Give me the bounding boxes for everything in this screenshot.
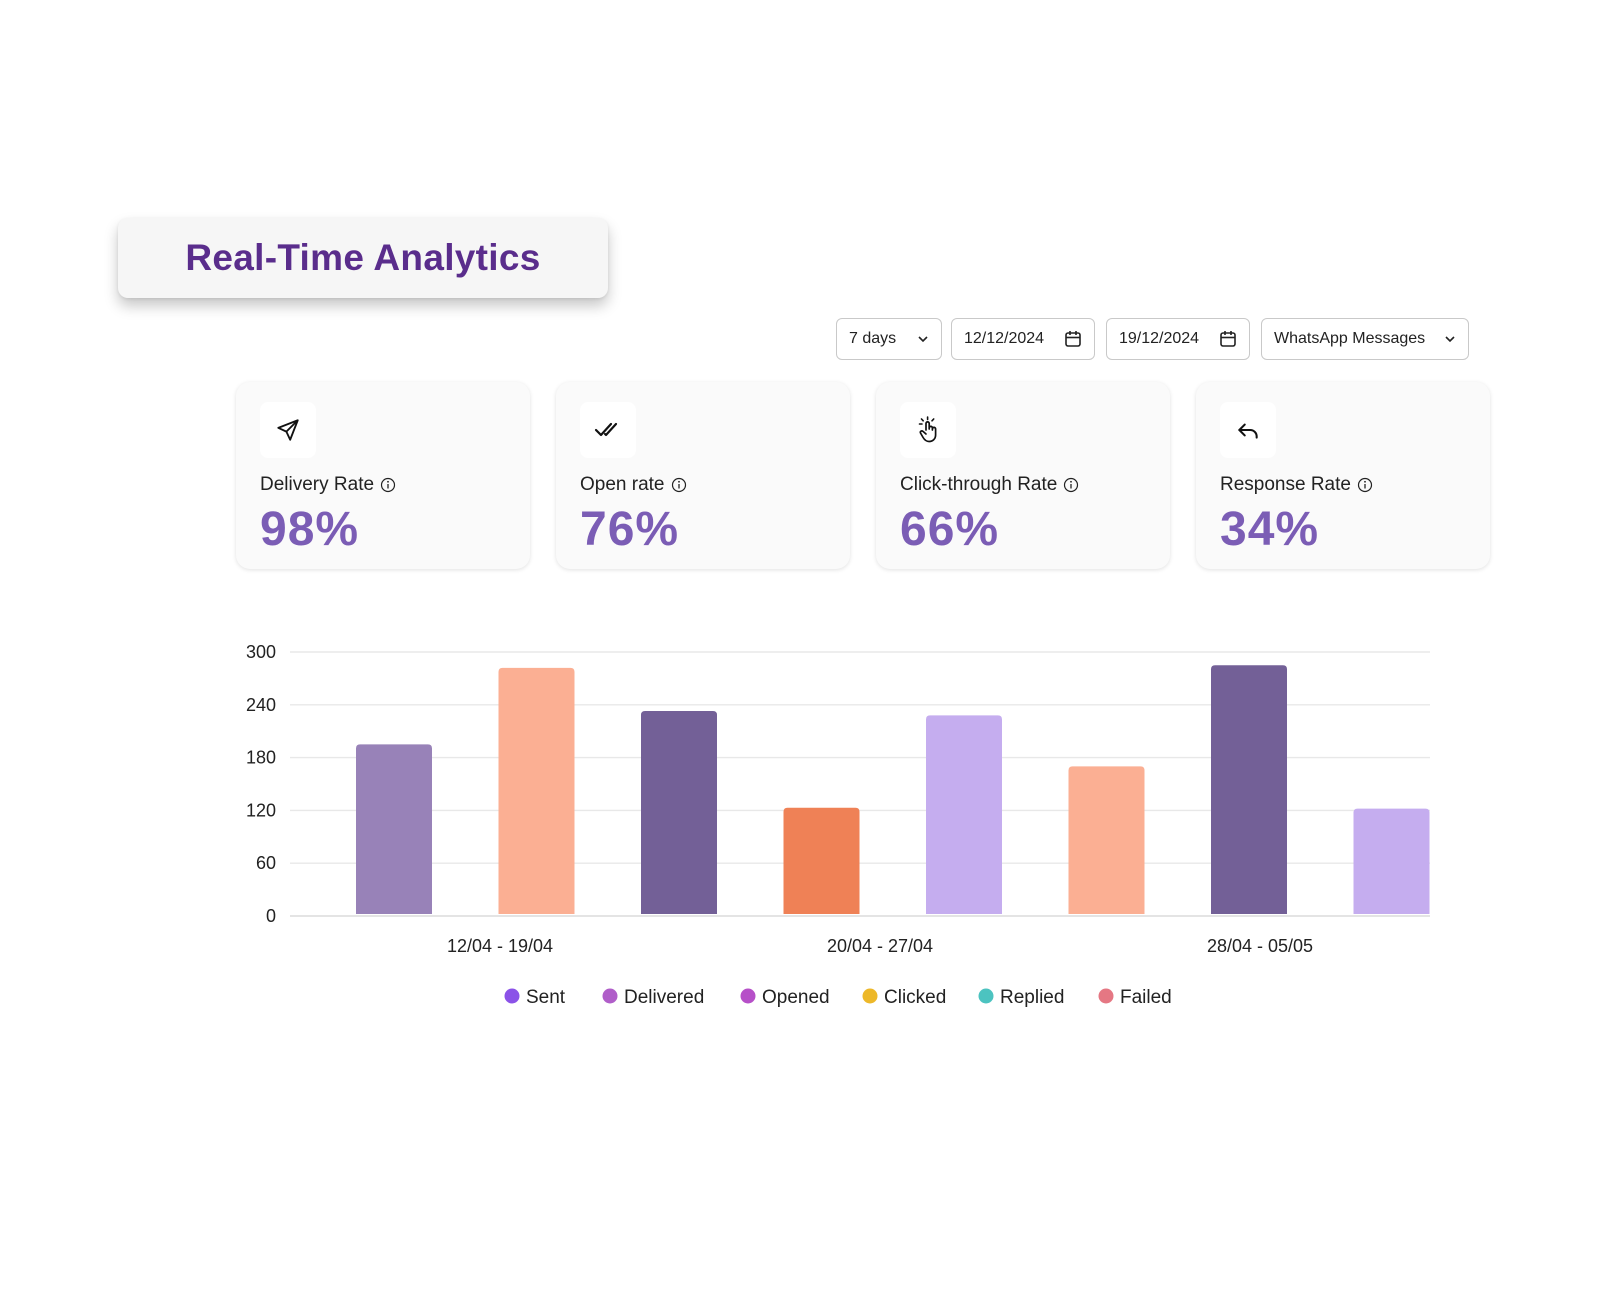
- start-date-value: 12/12/2024: [964, 330, 1045, 347]
- x-category-label: 20/04 - 27/04: [827, 936, 933, 956]
- y-tick-label: 60: [256, 853, 276, 873]
- metric-label-text: Open rate: [580, 474, 665, 495]
- legend-label: Failed: [1120, 987, 1172, 1008]
- title-card: Real-Time Analytics: [118, 218, 608, 298]
- metric-card-delivery-rate: Delivery Rate 98%: [236, 382, 530, 569]
- channel-select[interactable]: WhatsApp Messages: [1261, 318, 1469, 360]
- channel-select-value: WhatsApp Messages: [1274, 330, 1426, 347]
- range-select-value: 7 days: [849, 330, 897, 347]
- metric-icon-box: [900, 402, 956, 458]
- metric-value: 66%: [900, 503, 1000, 556]
- metric-icon-box: [1220, 402, 1276, 458]
- range-select[interactable]: 7 days: [836, 318, 942, 360]
- legend-dot: [862, 988, 878, 1004]
- legend-label: Clicked: [884, 987, 946, 1008]
- metric-label: Open rate: [580, 474, 687, 496]
- end-date-field[interactable]: 19/12/2024: [1106, 318, 1250, 360]
- x-category-label: 28/04 - 05/05: [1207, 936, 1313, 956]
- metric-label-text: Click-through Rate: [900, 474, 1058, 495]
- legend-label: Sent: [526, 987, 566, 1008]
- metric-label: Click-through Rate: [900, 474, 1079, 496]
- chevron-down-icon: [1445, 336, 1455, 343]
- y-tick-label: 180: [246, 748, 276, 768]
- metric-label-text: Response Rate: [1220, 474, 1351, 495]
- bar: [783, 807, 860, 914]
- double-check-icon: [594, 422, 618, 437]
- legend-label: Replied: [1000, 987, 1064, 1008]
- metric-card-click-through-rate: Click-through Rate 66%: [876, 382, 1170, 569]
- info-icon[interactable]: [1063, 477, 1079, 493]
- legend-dot: [504, 988, 520, 1004]
- x-category-label: 12/04 - 19/04: [447, 936, 553, 956]
- page-title: Real-Time Analytics: [185, 237, 541, 278]
- reply-icon: [1238, 423, 1258, 439]
- metric-icon-box: [580, 402, 636, 458]
- bar: [1211, 665, 1287, 914]
- legend-dot: [740, 988, 756, 1004]
- legend-dot: [978, 988, 994, 1004]
- metric-card-response-rate: Response Rate 34%: [1196, 382, 1490, 569]
- bar: [1068, 766, 1145, 914]
- y-tick-label: 240: [246, 695, 276, 715]
- tap-hand-icon: [918, 416, 937, 443]
- bar: [1353, 808, 1430, 914]
- metric-value: 98%: [260, 503, 360, 556]
- metric-label-text: Delivery Rate: [260, 474, 375, 495]
- info-icon[interactable]: [671, 477, 687, 493]
- metric-card-open-rate: Open rate 76%: [556, 382, 850, 569]
- send-icon: [277, 419, 299, 441]
- bar: [926, 715, 1002, 914]
- bar: [356, 744, 432, 914]
- metric-icon-box: [260, 402, 316, 458]
- chevron-down-icon: [918, 336, 928, 343]
- y-tick-label: 0: [266, 906, 276, 926]
- bar: [641, 710, 717, 914]
- metric-value: 76%: [580, 503, 680, 556]
- metric-label: Delivery Rate: [260, 474, 396, 496]
- legend-label: Delivered: [624, 987, 704, 1008]
- legend-dot: [602, 988, 618, 1004]
- calendar-icon: [1220, 331, 1236, 347]
- info-icon[interactable]: [1357, 477, 1373, 493]
- y-tick-label: 120: [246, 800, 276, 820]
- legend-dot: [1098, 988, 1114, 1004]
- metric-label: Response Rate: [1220, 474, 1373, 496]
- start-date-field[interactable]: 12/12/2024: [951, 318, 1095, 360]
- info-icon[interactable]: [380, 477, 396, 493]
- bar-chart: 300 240 180 120 60 0 12/04 - 19/04 20/04 - 27/0…: [246, 642, 1430, 1008]
- bar: [498, 667, 575, 914]
- y-tick-label: 300: [246, 642, 276, 662]
- metric-value: 34%: [1220, 503, 1320, 556]
- end-date-value: 19/12/2024: [1119, 330, 1200, 347]
- legend-label: Opened: [762, 987, 830, 1008]
- calendar-icon: [1065, 331, 1081, 347]
